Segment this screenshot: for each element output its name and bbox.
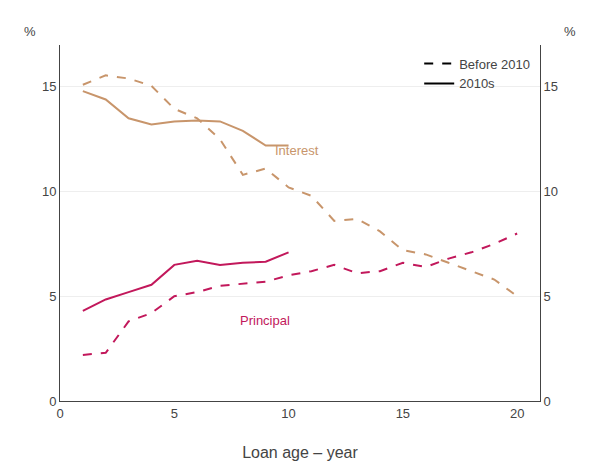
svg-text:20: 20 (510, 406, 524, 421)
svg-text:10: 10 (544, 184, 558, 199)
svg-text:%: % (24, 24, 36, 39)
svg-text:Interest: Interest (275, 143, 319, 158)
svg-text:0: 0 (56, 406, 63, 421)
svg-text:Principal: Principal (240, 313, 290, 328)
svg-text:15: 15 (544, 79, 558, 94)
svg-text:%: % (564, 24, 576, 39)
svg-text:2010s: 2010s (459, 76, 495, 91)
svg-text:10: 10 (281, 406, 295, 421)
svg-text:5: 5 (544, 289, 551, 304)
svg-text:5: 5 (49, 289, 56, 304)
svg-text:Before 2010: Before 2010 (459, 57, 530, 72)
svg-text:0: 0 (544, 394, 551, 409)
svg-text:10: 10 (42, 184, 56, 199)
svg-text:Loan age – year: Loan age – year (242, 444, 358, 461)
svg-text:0: 0 (49, 394, 56, 409)
svg-text:15: 15 (42, 79, 56, 94)
svg-text:5: 5 (171, 406, 178, 421)
svg-text:15: 15 (396, 406, 410, 421)
